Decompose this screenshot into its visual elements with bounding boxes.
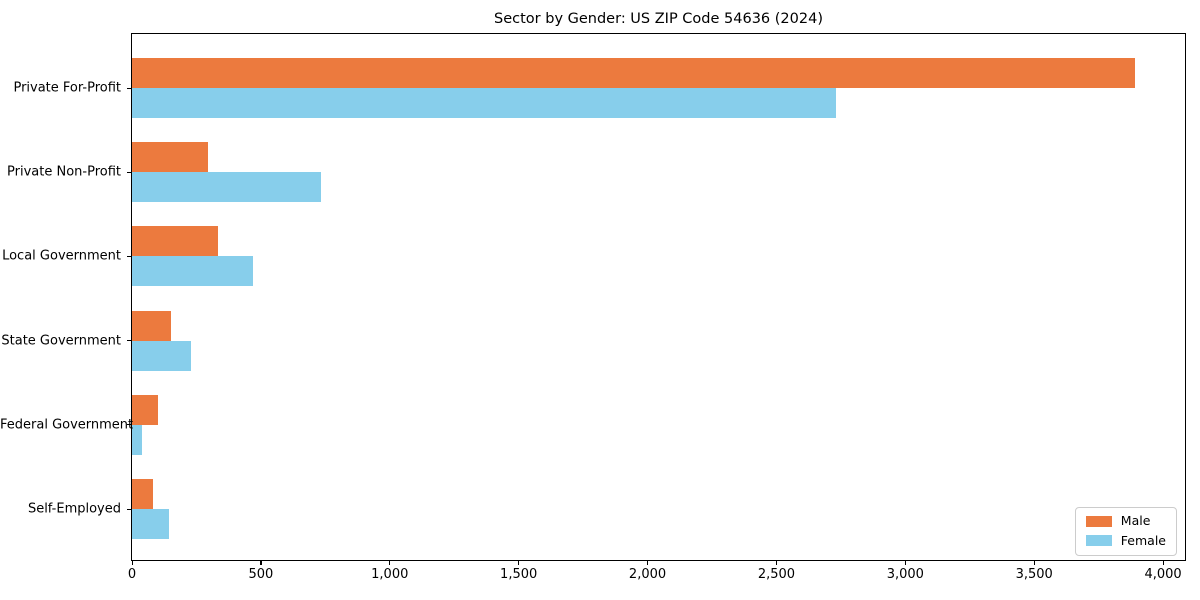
- ytick-label-3: State Government: [1, 333, 121, 349]
- bar-female-5: [132, 509, 170, 539]
- chart-title: Sector by Gender: US ZIP Code 54636 (202…: [494, 11, 823, 27]
- legend-entry-female: Female: [1085, 532, 1166, 548]
- xtick-mark: [1162, 561, 1164, 565]
- xtick-mark: [775, 561, 778, 565]
- legend-swatch-female: [1085, 535, 1112, 547]
- xtick-mark: [389, 561, 391, 565]
- xtick-label-2: 1,000: [371, 567, 409, 582]
- bar-male-2: [132, 226, 219, 257]
- bars-layer: [132, 34, 1185, 560]
- xtick-mark: [518, 561, 520, 565]
- xtick-mark: [647, 561, 649, 565]
- ytick-label-4: Federal Government: [0, 417, 134, 433]
- xtick-label-4: 2,000: [628, 567, 667, 582]
- legend: Male Female: [1074, 507, 1177, 556]
- ytick-mark: [127, 424, 131, 426]
- xtick-label-8: 4,000: [1144, 567, 1182, 582]
- bar-male-4: [132, 394, 158, 425]
- xtick-mark: [904, 561, 906, 565]
- ytick-mark: [127, 171, 131, 173]
- bar-male-3: [132, 310, 171, 341]
- bar-female-3: [132, 340, 192, 371]
- xtick-label-3: 1,500: [500, 567, 538, 582]
- xtick-label-1: 500: [248, 567, 274, 582]
- bar-male-5: [132, 479, 153, 509]
- bar-female-2: [132, 256, 254, 287]
- legend-entry-male: Male: [1085, 513, 1166, 528]
- ytick-label-1: Private Non-Profit: [7, 164, 121, 180]
- ytick-label-5: Self-Employed: [27, 501, 121, 517]
- xtick-label-6: 3,000: [886, 567, 924, 582]
- ytick-mark: [127, 255, 131, 258]
- legend-label-male: Male: [1120, 513, 1151, 528]
- ytick-label-2: Local Government: [2, 248, 121, 264]
- legend-label-female: Female: [1120, 532, 1166, 548]
- ytick-mark: [127, 87, 131, 89]
- bar-female-1: [132, 172, 322, 203]
- bar-male-0: [132, 58, 1135, 88]
- legend-swatch-male: [1085, 515, 1112, 527]
- xtick-label-0: 0: [127, 567, 137, 582]
- xtick-mark: [260, 561, 262, 565]
- xtick-mark: [1033, 561, 1035, 565]
- xtick-label-7: 3,500: [1015, 567, 1053, 582]
- plot-area: Male Female: [131, 33, 1186, 561]
- xtick-label-5: 2,500: [757, 567, 796, 582]
- ytick-mark: [127, 508, 131, 510]
- xtick-mark: [131, 561, 133, 565]
- bar-female-0: [132, 88, 836, 118]
- ytick-mark: [127, 340, 131, 342]
- ytick-label-0: Private For-Profit: [13, 80, 121, 96]
- bar-male-1: [132, 142, 209, 173]
- bar-female-4: [132, 424, 143, 455]
